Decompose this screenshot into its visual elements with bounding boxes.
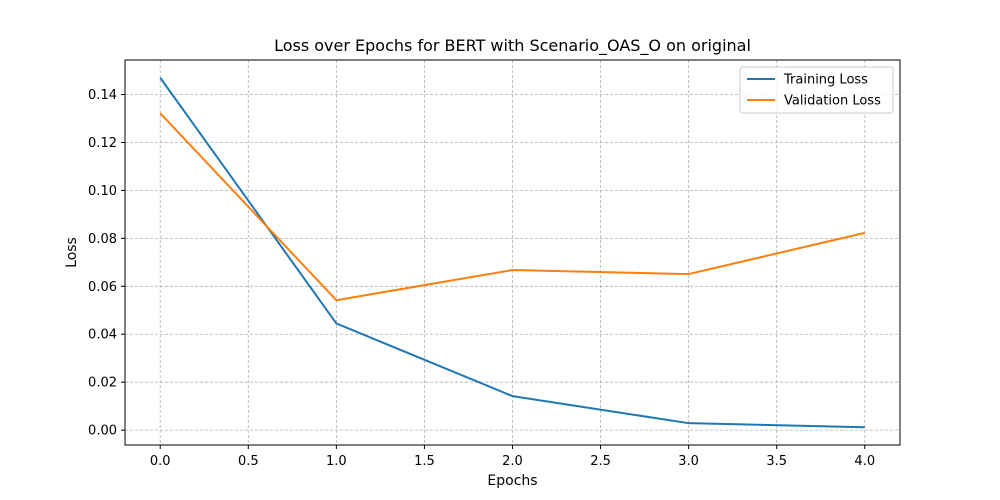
y-tick-label: 0.02 [88, 376, 117, 391]
x-tick-label: 4.0 [854, 454, 875, 469]
series-lines [159, 77, 865, 429]
x-tick-label: 3.0 [678, 454, 699, 469]
y-tick-label: 0.00 [88, 424, 117, 439]
x-tick-label: 2.0 [502, 454, 523, 469]
x-tick-label: 0.0 [150, 454, 171, 469]
x-axis-label: Epochs [487, 473, 537, 489]
x-tick-label: 2.5 [590, 454, 611, 469]
legend: Training Loss Validation Loss [739, 66, 894, 114]
x-tick-label: 1.5 [414, 454, 435, 469]
series-line-validation-loss [159, 112, 865, 302]
x-tick-label: 0.5 [238, 454, 259, 469]
y-tick-label: 0.08 [88, 232, 117, 247]
y-tick-label: 0.10 [88, 184, 117, 199]
y-axis-ticks: 0.00 0.02 0.04 0.06 0.08 0.10 0.12 0.14 [88, 88, 125, 439]
grid-lines [125, 60, 900, 445]
y-tick-label: 0.04 [88, 328, 117, 343]
y-axis-label: Loss [64, 237, 80, 268]
chart-title: Loss over Epochs for BERT with Scenario_… [274, 36, 751, 56]
series-line-training-loss [159, 77, 865, 429]
legend-label: Training Loss [783, 73, 868, 88]
y-tick-label: 0.12 [88, 136, 117, 151]
x-tick-label: 1.0 [326, 454, 347, 469]
y-tick-label: 0.06 [88, 280, 117, 295]
x-tick-label: 3.5 [766, 454, 787, 469]
legend-label: Validation Loss [784, 94, 881, 109]
y-tick-label: 0.14 [88, 88, 117, 103]
legend-box [739, 66, 894, 114]
x-axis-ticks: 0.0 0.5 1.0 1.5 2.0 2.5 3.0 3.5 4.0 [150, 445, 875, 469]
